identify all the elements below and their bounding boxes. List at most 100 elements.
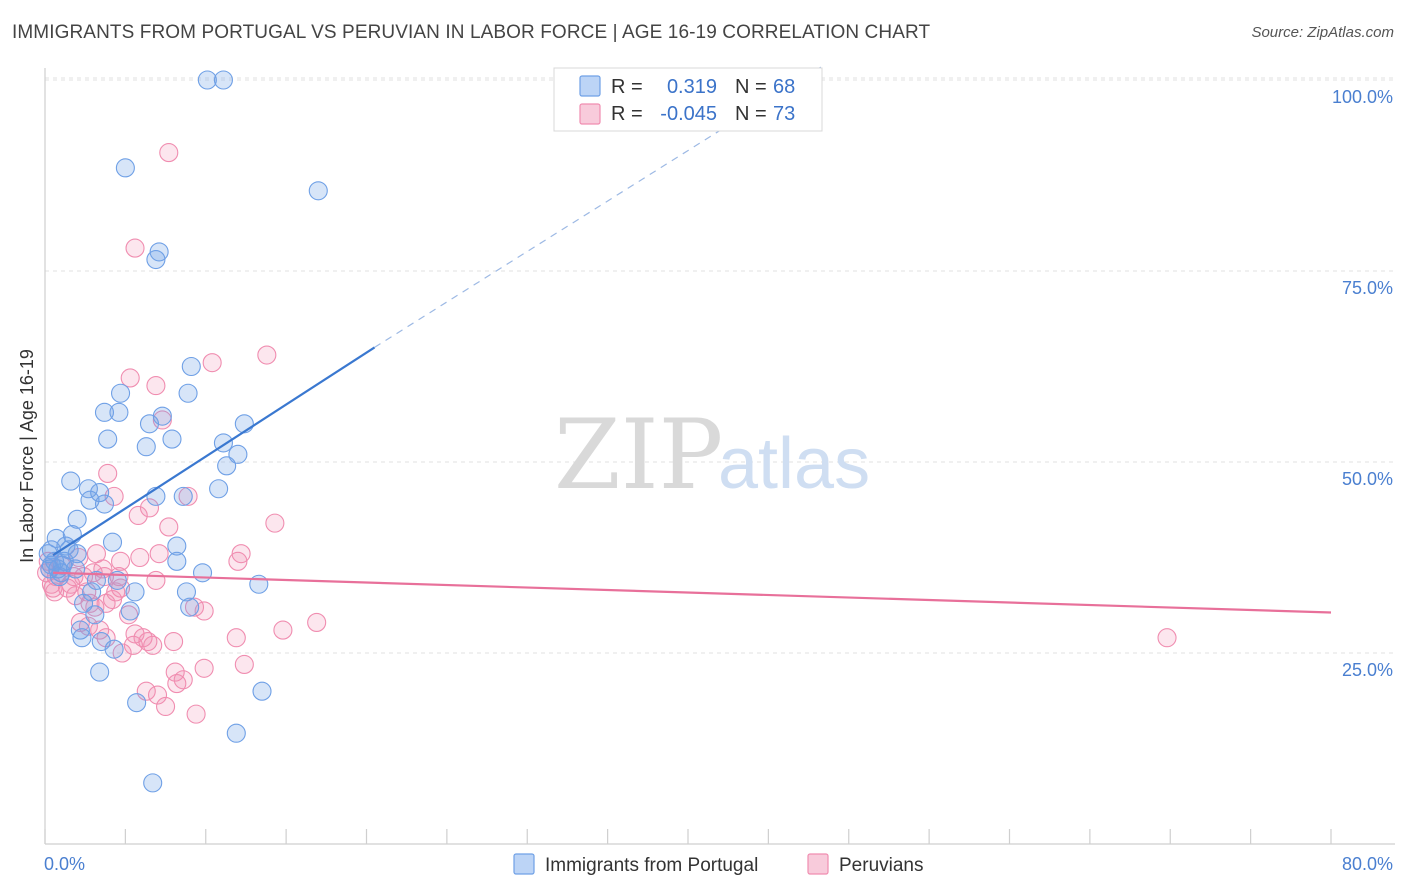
legend-r-label-portugal: R = (611, 76, 643, 98)
series-portugal-points (38, 70, 328, 793)
point-peruvian-49 (123, 635, 143, 655)
source-label: Source: ZipAtlas.com (1251, 24, 1394, 41)
point-peruvian-13 (159, 517, 179, 537)
point-portugal-45 (82, 582, 102, 602)
point-peruvian-12 (265, 513, 285, 533)
point-portugal-12 (139, 414, 160, 434)
point-portugal-13 (234, 414, 254, 434)
point-portugal-43 (192, 563, 213, 583)
point-peruvian-3 (202, 353, 222, 373)
point-peruvian-35 (184, 597, 205, 617)
y-tick-label-50: 50.0% (1342, 469, 1393, 489)
point-peruvian-22 (64, 567, 84, 587)
point-peruvian-59 (156, 696, 176, 717)
trend-peruvians (53, 571, 1332, 614)
point-peruvian-9 (178, 486, 198, 506)
point-portugal-61 (143, 773, 163, 793)
bottom-legend-label-peruvians: Peruvians (839, 855, 924, 876)
legend-r-value-peruvians: -0.045 (660, 103, 717, 125)
point-portugal-60 (226, 723, 246, 743)
point-portugal-3 (308, 181, 328, 201)
point-portugal-27 (94, 494, 115, 514)
point-peruvian-66 (45, 582, 65, 602)
point-peruvian-5 (120, 368, 140, 388)
point-portugal-51 (120, 601, 140, 621)
point-portugal-18 (217, 456, 237, 476)
point-portugal-15 (162, 429, 182, 449)
point-portugal-47 (176, 582, 197, 602)
point-portugal-16 (136, 437, 156, 457)
point-portugal-28 (67, 509, 87, 529)
point-peruvian-16 (149, 544, 169, 564)
point-portugal-54 (72, 628, 92, 648)
point-portugal-9 (94, 402, 115, 422)
point-peruvian-50 (143, 635, 163, 655)
point-portugal-25 (146, 486, 166, 506)
point-peruvian-18 (111, 551, 131, 571)
point-portugal-49 (74, 593, 94, 613)
point-portugal-56 (104, 639, 124, 659)
point-portugal-2 (115, 158, 135, 178)
point-portugal-46 (125, 582, 145, 602)
point-portugal-33 (167, 536, 187, 556)
point-portugal-8 (178, 383, 198, 403)
legend-r-value-portugal: 0.319 (667, 76, 717, 98)
legend-n-label-portugal: N = (735, 76, 767, 98)
point-portugal-30 (46, 528, 66, 548)
point-portugal-41 (86, 570, 106, 590)
point-portugal-44 (167, 551, 187, 571)
x-axis-ticks (44, 829, 1332, 844)
point-portugal-6 (181, 356, 201, 377)
legend-box: R = 0.319 N = 68 R = -0.045 N = 73 (553, 67, 823, 132)
point-peruvian-11 (128, 505, 148, 526)
point-peruvian-2 (257, 345, 277, 365)
point-peruvian-46 (226, 628, 246, 648)
point-portugal-50 (85, 605, 105, 625)
point-peruvian-56 (167, 674, 187, 694)
point-portugal-58 (252, 681, 272, 701)
point-portugal-53 (70, 620, 90, 640)
y-axis-label: In Labor Force | Age 16-19 (17, 349, 37, 563)
watermark-zip: ZIP (554, 399, 723, 511)
bottom-legend-swatch-peruvians (807, 853, 829, 875)
point-portugal-1 (213, 70, 233, 90)
x-tick-label-min: 0.0% (44, 854, 85, 874)
point-peruvian-41 (273, 620, 293, 640)
point-portugal-7 (111, 383, 131, 403)
point-peruvian-26 (146, 570, 166, 590)
bottom-legend: Immigrants from Portugal Peruvians (513, 853, 924, 876)
point-peruvian-48 (164, 631, 184, 652)
watermark-atlas: atlas (718, 424, 870, 504)
legend-swatch-portugal (579, 75, 601, 97)
point-peruvian-17 (231, 544, 251, 564)
point-peruvian-1 (125, 238, 145, 258)
point-peruvian-52 (234, 654, 254, 675)
point-portugal-57 (90, 662, 110, 682)
series-peruvians-points (37, 143, 1177, 724)
point-portugal-66 (67, 544, 87, 564)
y-axis-tick-labels: 25.0% 50.0% 75.0% 100.0% (1332, 87, 1393, 680)
trend-lines (52, 64, 1332, 614)
point-portugal-24 (173, 486, 193, 506)
point-portugal-10 (109, 402, 129, 422)
point-portugal-67 (53, 555, 73, 575)
chart-title: IMMIGRANTS FROM PORTUGAL VS PERUVIAN IN … (12, 22, 931, 43)
point-peruvian-4 (146, 376, 166, 396)
point-portugal-52 (180, 597, 200, 617)
legend-n-label-peruvians: N = (735, 103, 767, 125)
point-peruvian-42 (307, 612, 327, 632)
gridlines (45, 77, 1395, 654)
point-portugal-63 (41, 555, 61, 575)
point-peruvian-0 (159, 143, 179, 163)
point-portugal-32 (102, 532, 123, 552)
point-peruvian-60 (186, 704, 206, 724)
point-portugal-20 (61, 471, 81, 491)
y-tick-label-75: 75.0% (1342, 278, 1393, 298)
point-peruvian-69 (130, 547, 150, 568)
point-portugal-14 (98, 429, 118, 449)
point-portugal-5 (146, 249, 166, 270)
legend-swatch-peruvians (579, 103, 601, 125)
point-portugal-4 (149, 242, 169, 262)
point-portugal-0 (197, 70, 217, 90)
